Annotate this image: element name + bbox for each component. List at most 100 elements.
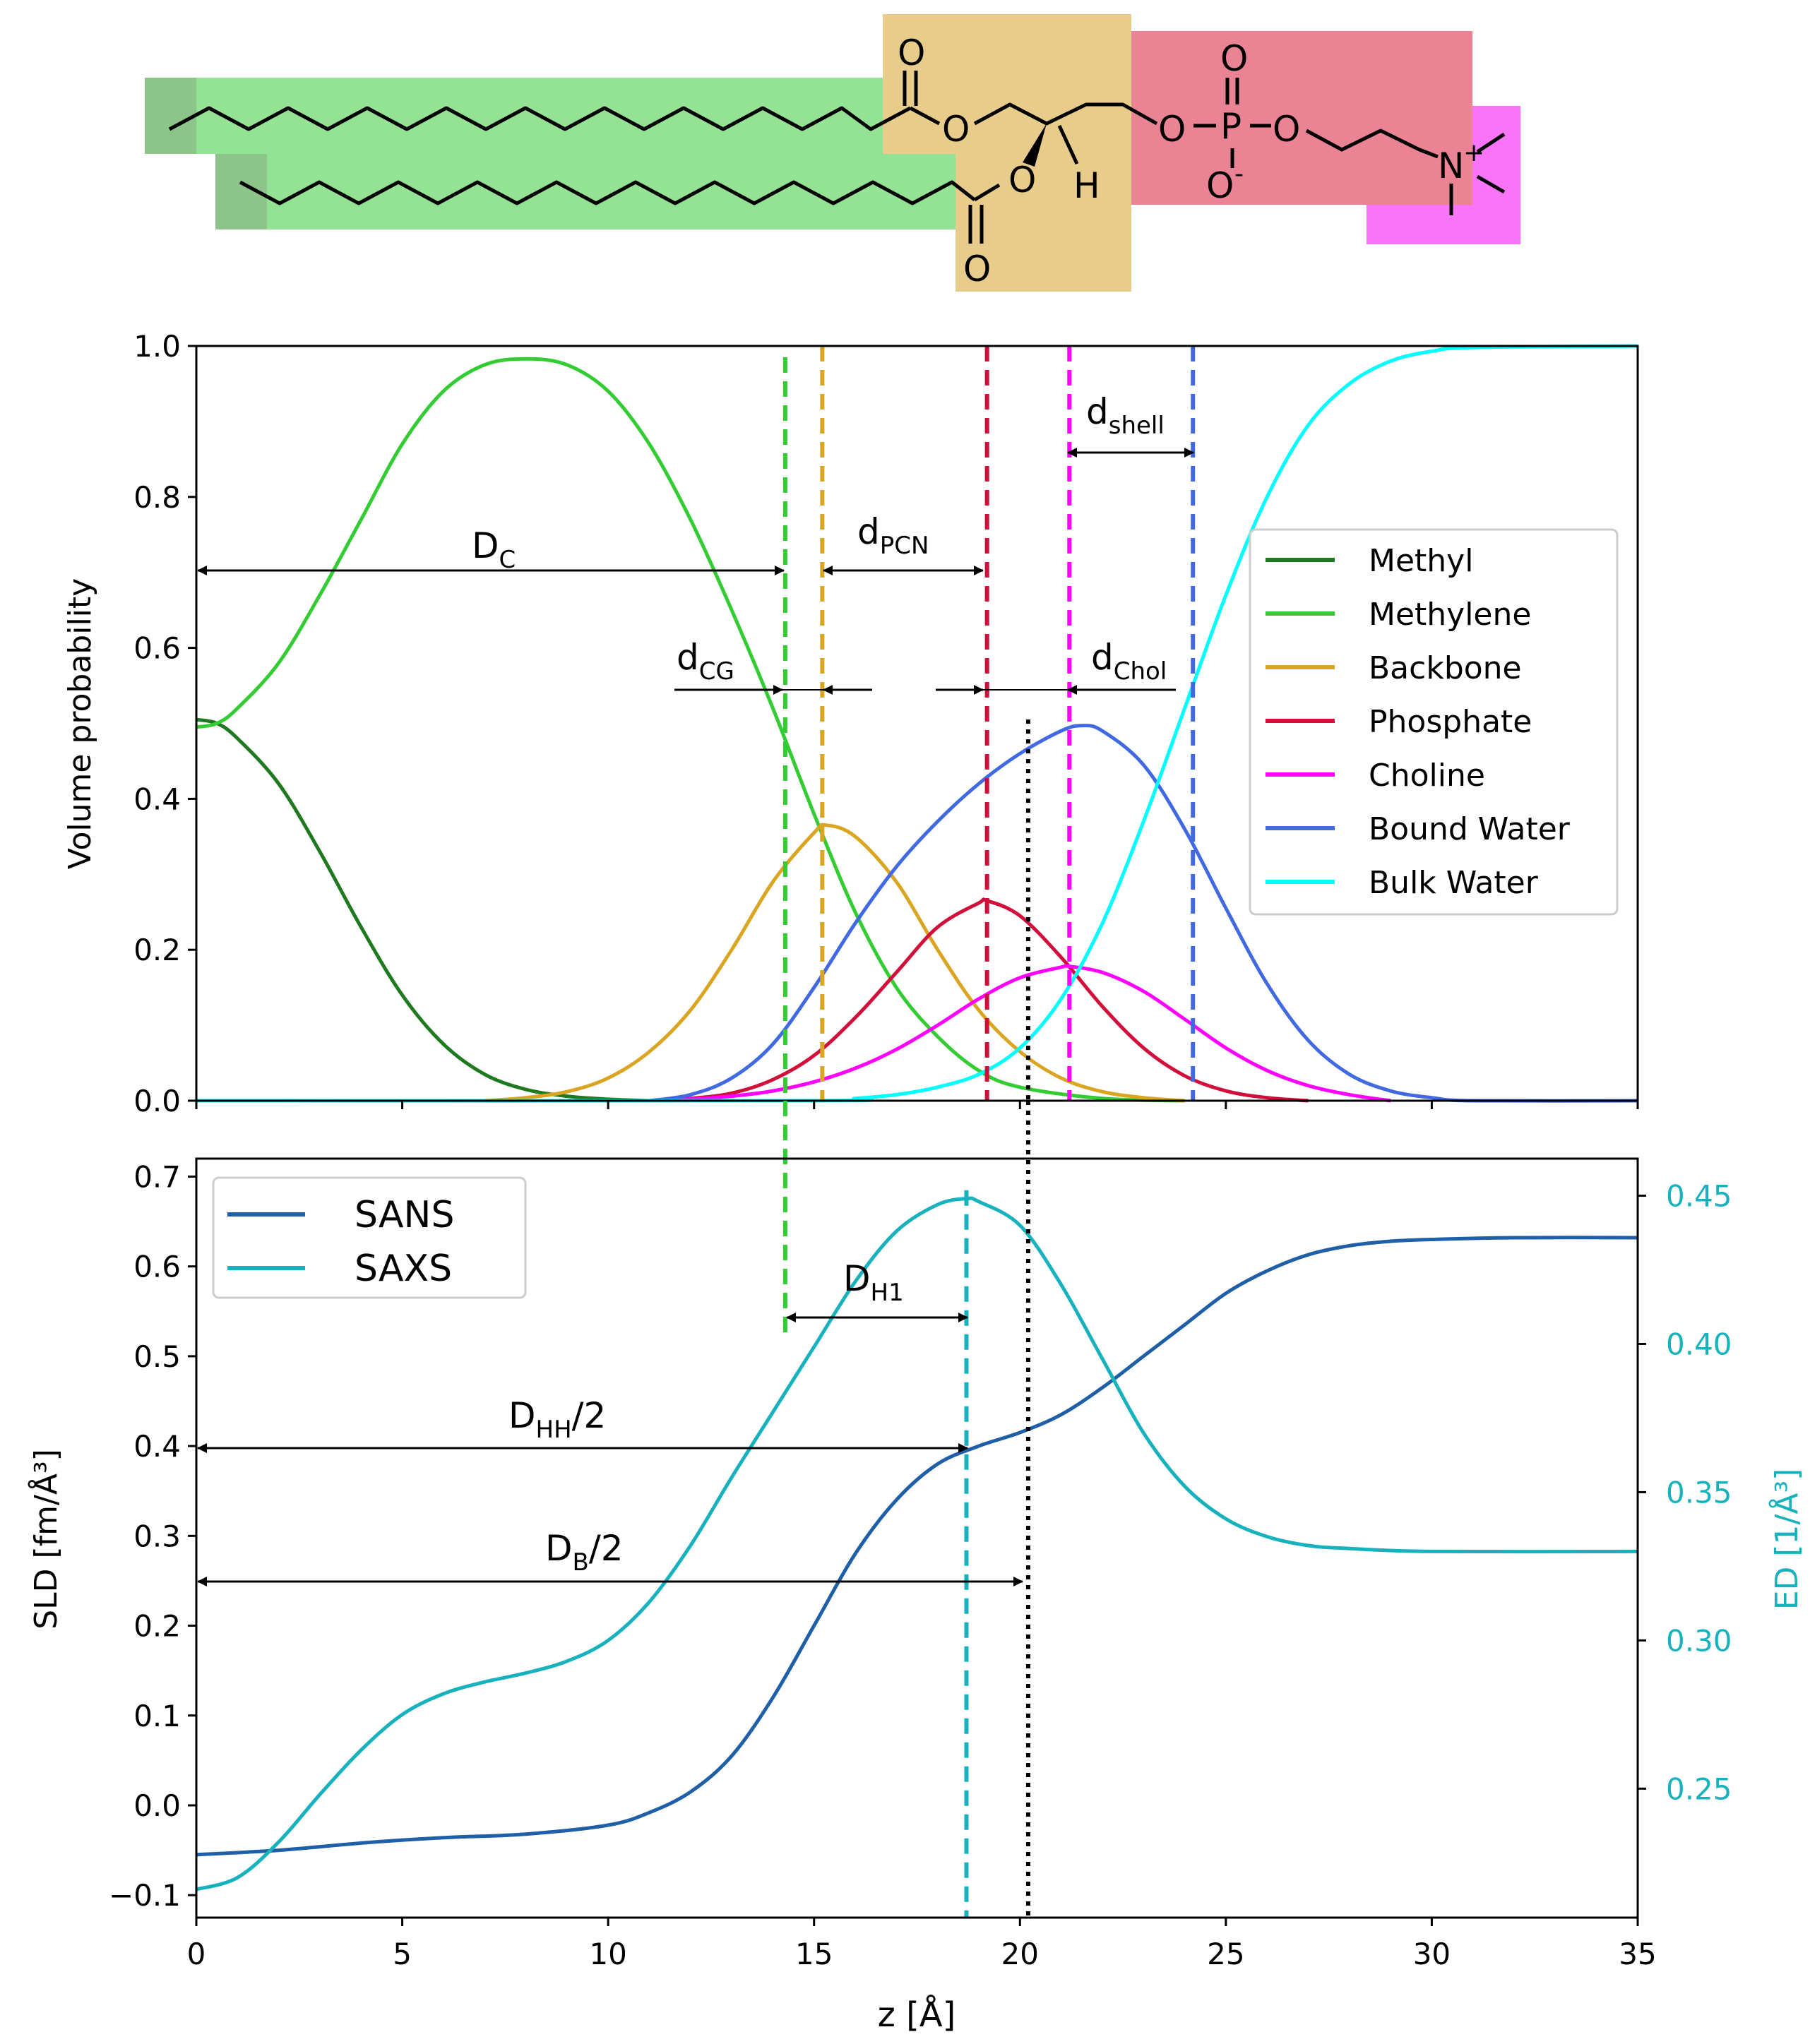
series-line-backbone	[484, 823, 1185, 1103]
top-ytick-label: 0.8	[133, 480, 181, 515]
atom-o-phosphate-minus: O	[1206, 165, 1234, 206]
molecule-bonds	[168, 71, 1506, 244]
legend-label-backbone: Backbone	[1369, 650, 1522, 686]
bottom-right-y-ticks: 0.25 0.30 0.35 0.40 0.45	[1638, 1178, 1732, 1806]
bottom-legend: SANS SAXS	[212, 1176, 527, 1299]
bottom-xtick-label: 0	[187, 1937, 206, 1971]
atom-n: N	[1438, 145, 1464, 186]
legend-label-methyl: Methyl	[1369, 543, 1473, 579]
bottom-y2tick-label: 0.30	[1666, 1623, 1732, 1658]
minus-charge: -	[1234, 160, 1244, 189]
phosphate-region	[1131, 31, 1472, 205]
ester-top-bond	[909, 106, 941, 126]
bottom-ytick-label: −0.1	[109, 1878, 181, 1913]
bottom-ytick-label: 0.5	[133, 1339, 181, 1374]
top-ytick-label: 0.0	[133, 1084, 181, 1118]
db-label: DB/2	[545, 1528, 624, 1577]
bottom-ytick-label: 0.0	[133, 1788, 181, 1823]
series-line-methylene	[196, 357, 1185, 1103]
dc-label: DC	[472, 525, 516, 574]
atom-o-carbonyl-bottom: O	[963, 249, 991, 289]
lipid-molecule-diagram: O O O O H O O P O O - N +	[145, 14, 1520, 292]
x-axis-title: z [Å]	[878, 1995, 956, 2035]
bottom-xtick-label: 25	[1207, 1937, 1244, 1971]
bottom-left-y-ticks: −0.1 0.0 0.1 0.2 0.3 0.4 0.5 0.6 0.7	[109, 1159, 196, 1913]
dchol-label: dChol	[1091, 637, 1167, 686]
bottom-vertical-lines	[782, 1101, 1030, 1918]
bottom-xtick-label: 5	[393, 1937, 412, 1971]
atom-o-ester-bottom: O	[1008, 160, 1036, 201]
bottom-x-ticks: 0 5 10 15 20 25 30 35	[187, 1918, 1657, 1971]
bottom-series-lines	[196, 1196, 1638, 1891]
atom-o-ester-top: O	[942, 109, 970, 150]
dh1-label: DH1	[843, 1258, 904, 1307]
methyl-region-top	[145, 78, 196, 154]
atom-p: P	[1220, 106, 1242, 147]
legend-label-saxs: SAXS	[355, 1248, 452, 1290]
dhh-label: DHH/2	[508, 1395, 606, 1444]
top-legend-box	[1249, 528, 1619, 916]
bottom-ytick-label: 0.6	[133, 1250, 181, 1284]
bottom-y2tick-label: 0.40	[1666, 1327, 1732, 1361]
top-plot-frame	[195, 345, 1639, 1102]
wedge-bond	[1023, 124, 1047, 167]
top-ytick-label: 1.0	[133, 329, 181, 364]
bottom-y2tick-label: 0.35	[1666, 1475, 1732, 1510]
dpcn-label: dPCN	[857, 511, 929, 560]
atom-o-carbonyl-top: O	[898, 32, 925, 73]
backbone-region-lower	[955, 154, 1131, 292]
bottom-xtick-label: 30	[1413, 1937, 1451, 1971]
top-y-ticks: 0.0 0.2 0.4 0.6 0.8 1.0	[133, 329, 196, 1118]
bottom-plot-frame	[195, 1157, 1639, 1919]
legend-label-sans: SANS	[355, 1194, 454, 1236]
top-annotations: DC dPCN dshell dCG dChol	[197, 391, 1194, 695]
bottom-xtick-label: 20	[1001, 1937, 1039, 1971]
chain-bottom	[239, 180, 976, 205]
legend-label-bulk-water: Bulk Water	[1369, 865, 1539, 901]
plus-charge: +	[1463, 138, 1484, 167]
bottom-y2tick-label: 0.45	[1666, 1178, 1732, 1213]
choline-chain	[1305, 129, 1439, 159]
dcg-label: dCG	[677, 637, 734, 686]
bottom-xtick-label: 15	[795, 1937, 833, 1971]
bottom-ytick-label: 0.4	[133, 1429, 181, 1464]
top-legend-items: Methyl Methylene Backbone Phosphate Choline B…	[1266, 543, 1571, 901]
volume-probability-plot: 0.0 0.2 0.4 0.6 0.8 1.0 Volume probability DC…	[62, 329, 1639, 1118]
dshell-label: dshell	[1086, 391, 1165, 440]
bottom-ytick-label: 0.2	[133, 1609, 181, 1644]
atom-o-phosphate-left: O	[1158, 109, 1186, 150]
n-methyl-2	[1476, 174, 1506, 194]
series-line-phosphate	[649, 897, 1309, 1103]
bottom-y2tick-label: 0.25	[1666, 1771, 1732, 1806]
atom-h: H	[1073, 165, 1100, 206]
bottom-ytick-label: 0.7	[133, 1159, 181, 1194]
top-ytick-label: 0.6	[133, 631, 181, 666]
n-methyl-1	[1476, 132, 1506, 154]
bottom-y-axis-title: SLD [fm/Å³]	[27, 1449, 64, 1630]
series-line-methyl	[196, 717, 650, 1103]
legend-label-methylene: Methylene	[1369, 597, 1531, 633]
backbone-region	[883, 14, 1131, 154]
bottom-legend-items: SANS SAXS	[227, 1194, 454, 1290]
top-x-ticks	[195, 1101, 1639, 1109]
legend-label-bound-water: Bound Water	[1369, 811, 1571, 847]
series-line-bound-water	[649, 724, 1638, 1103]
top-y-axis-title: Volume probability	[62, 578, 98, 869]
legend-label-choline: Choline	[1369, 758, 1485, 794]
atom-o-phosphate-right: O	[1273, 109, 1300, 150]
series-line-saxs	[196, 1196, 1638, 1891]
top-ytick-label: 0.2	[133, 933, 181, 967]
chain-top	[168, 106, 912, 131]
hydrogen-bond	[1057, 124, 1079, 165]
sld-ed-plot: −0.1 0.0 0.1 0.2 0.3 0.4 0.5 0.6 0.7 0.25 0.30 0.3…	[27, 1101, 1805, 2035]
bottom-xtick-label: 35	[1619, 1937, 1656, 1971]
series-line-choline	[649, 964, 1391, 1103]
top-series-lines	[196, 344, 1638, 1103]
atom-o-phosphate-top: O	[1220, 38, 1248, 79]
bottom-annotations: DH1 DHH/2 DB/2	[197, 1258, 1023, 1586]
bottom-ytick-label: 0.3	[133, 1519, 181, 1553]
series-line-sans	[196, 1236, 1638, 1857]
bottom-xtick-label: 10	[589, 1937, 626, 1971]
ester-bottom-bond-1	[973, 183, 1001, 202]
top-vertical-lines	[782, 346, 1196, 1101]
